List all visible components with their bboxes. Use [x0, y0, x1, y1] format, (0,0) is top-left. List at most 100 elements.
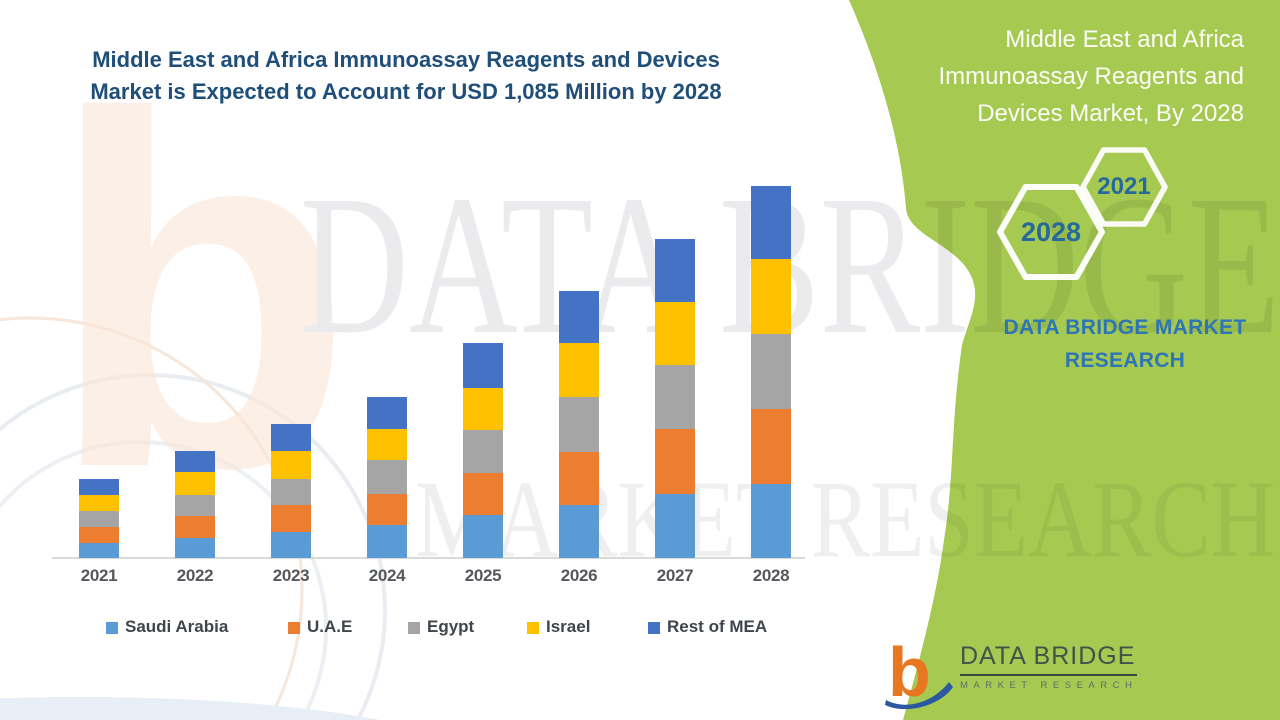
legend-swatch-icon	[648, 622, 660, 634]
logo-divider	[960, 674, 1138, 676]
logo-subtitle: MARKET RESEARCH	[960, 680, 1138, 691]
bar-segment-2028-rest-of-mea	[751, 186, 791, 259]
bar-segment-2026-saudi-arabia	[559, 505, 599, 558]
bar-segment-2027-u-a-e	[655, 429, 695, 494]
legend-item-rest-of-mea: Rest of MEA	[648, 617, 767, 637]
x-axis-label-2026: 2026	[560, 566, 598, 585]
bar-2028	[751, 186, 791, 558]
logo-b-icon: b	[885, 634, 953, 711]
bar-segment-2026-rest-of-mea	[559, 291, 599, 343]
bar-segment-2028-israel	[751, 259, 791, 334]
bar-2023	[271, 424, 311, 558]
bar-segment-2024-israel	[367, 429, 407, 460]
bar-segment-2027-saudi-arabia	[655, 494, 695, 558]
bar-segment-2023-u-a-e	[271, 505, 311, 532]
hexagon-2021-label: 2021	[1097, 173, 1151, 200]
logo-swoosh	[885, 682, 953, 710]
legend-swatch-icon	[106, 622, 118, 634]
bar-2026	[559, 291, 599, 558]
bar-segment-2022-rest-of-mea	[175, 451, 215, 472]
side-panel-title-line2: Immunoassay Reagents and	[938, 63, 1244, 90]
watermark-ring-outer	[0, 373, 387, 720]
x-axis-label-2025: 2025	[464, 566, 502, 585]
bar-segment-2025-saudi-arabia	[463, 515, 503, 558]
bar-segment-2022-u-a-e	[175, 516, 215, 538]
bar-segment-2022-egypt	[175, 495, 215, 516]
legend-swatch-icon	[408, 622, 420, 634]
side-panel-title-line1: Middle East and Africa	[1005, 26, 1244, 53]
bar-segment-2028-u-a-e	[751, 409, 791, 484]
bar-segment-2023-saudi-arabia	[271, 532, 311, 558]
bar-segment-2021-u-a-e	[79, 527, 119, 543]
bar-segment-2026-u-a-e	[559, 452, 599, 505]
bar-segment-2028-egypt	[751, 334, 791, 409]
green-side-panel	[849, 0, 1280, 720]
legend-label: Israel	[546, 617, 591, 636]
bar-segment-2028-saudi-arabia	[751, 484, 791, 558]
bar-segment-2027-egypt	[655, 365, 695, 429]
bar-segment-2021-rest-of-mea	[79, 479, 119, 495]
data-bridge-logo: b DATA BRIDGE MARKET RESEARCH	[882, 634, 1138, 712]
bar-segment-2021-saudi-arabia	[79, 543, 119, 558]
bar-segment-2023-rest-of-mea	[271, 424, 311, 451]
hexagon-2021	[1080, 147, 1168, 227]
bar-segment-2025-rest-of-mea	[463, 343, 503, 388]
chart-title-line1: Middle East and Africa Immunoassay Reage…	[92, 47, 720, 72]
bar-segment-2024-u-a-e	[367, 494, 407, 525]
watermark-ring-inner	[0, 440, 328, 720]
bar-segment-2026-egypt	[559, 397, 599, 452]
side-panel-title-line3: Devices Market, By 2028	[977, 100, 1244, 127]
bar-2021	[79, 479, 119, 558]
x-axis-label-2023: 2023	[272, 566, 310, 585]
bar-segment-2023-israel	[271, 451, 311, 479]
bar-segment-2026-israel	[559, 343, 599, 397]
bar-segment-2021-egypt	[79, 511, 119, 527]
legend-item-u-a-e: U.A.E	[288, 617, 352, 637]
hexagon-2028	[997, 184, 1105, 280]
bar-segment-2025-israel	[463, 388, 503, 430]
legend-label: Saudi Arabia	[125, 617, 229, 636]
bar-segment-2027-rest-of-mea	[655, 239, 695, 302]
legend-item-saudi-arabia: Saudi Arabia	[106, 617, 228, 637]
bar-segment-2025-u-a-e	[463, 473, 503, 515]
panel-brand-text: DATA BRIDGE MARKET RESEARCH	[985, 311, 1265, 377]
bar-segment-2022-israel	[175, 472, 215, 495]
panel-brand-line2: RESEARCH	[1064, 349, 1186, 372]
legend-label: Egypt	[427, 617, 475, 636]
logo-b-glyph: b	[888, 634, 931, 711]
x-axis-line	[52, 557, 805, 559]
legend-item-egypt: Egypt	[408, 617, 474, 637]
bar-segment-2024-egypt	[367, 460, 407, 494]
x-axis-label-2021: 2021	[80, 566, 118, 585]
bar-2024	[367, 397, 407, 558]
x-axis-label-2028: 2028	[752, 566, 790, 585]
bar-segment-2022-saudi-arabia	[175, 538, 215, 558]
watermark-ring-orange	[0, 316, 304, 720]
x-axis-label-2024: 2024	[368, 566, 406, 585]
bar-segment-2024-saudi-arabia	[367, 525, 407, 558]
bar-segment-2025-egypt	[463, 430, 503, 473]
x-axis-label-2022: 2022	[176, 566, 214, 585]
watermark-swoosh-bottom	[0, 697, 380, 720]
legend-item-israel: Israel	[527, 617, 590, 637]
logo-name: DATA BRIDGE	[960, 642, 1136, 670]
legend-swatch-icon	[288, 622, 300, 634]
bar-2025	[463, 343, 503, 558]
hexagon-2028-label: 2028	[1020, 217, 1082, 247]
bar-2022	[175, 451, 215, 558]
legend-label: Rest of MEA	[667, 617, 768, 636]
logo-text-block: DATA BRIDGE MARKET RESEARCH	[960, 642, 1138, 691]
bar-segment-2023-egypt	[271, 479, 311, 505]
chart-title-line2: Market is Expected to Account for USD 1,…	[90, 79, 722, 104]
bar-2027	[655, 239, 695, 558]
bar-segment-2027-israel	[655, 302, 695, 365]
bar-segment-2021-israel	[79, 495, 119, 511]
x-axis-label-2027: 2027	[656, 566, 694, 585]
legend-label: U.A.E	[307, 617, 353, 636]
bar-segment-2024-rest-of-mea	[367, 397, 407, 429]
legend-swatch-icon	[527, 622, 539, 634]
side-panel-title: Middle East and Africa Immunoassay Reage…	[894, 21, 1244, 132]
chart-title: Middle East and Africa Immunoassay Reage…	[52, 44, 760, 108]
